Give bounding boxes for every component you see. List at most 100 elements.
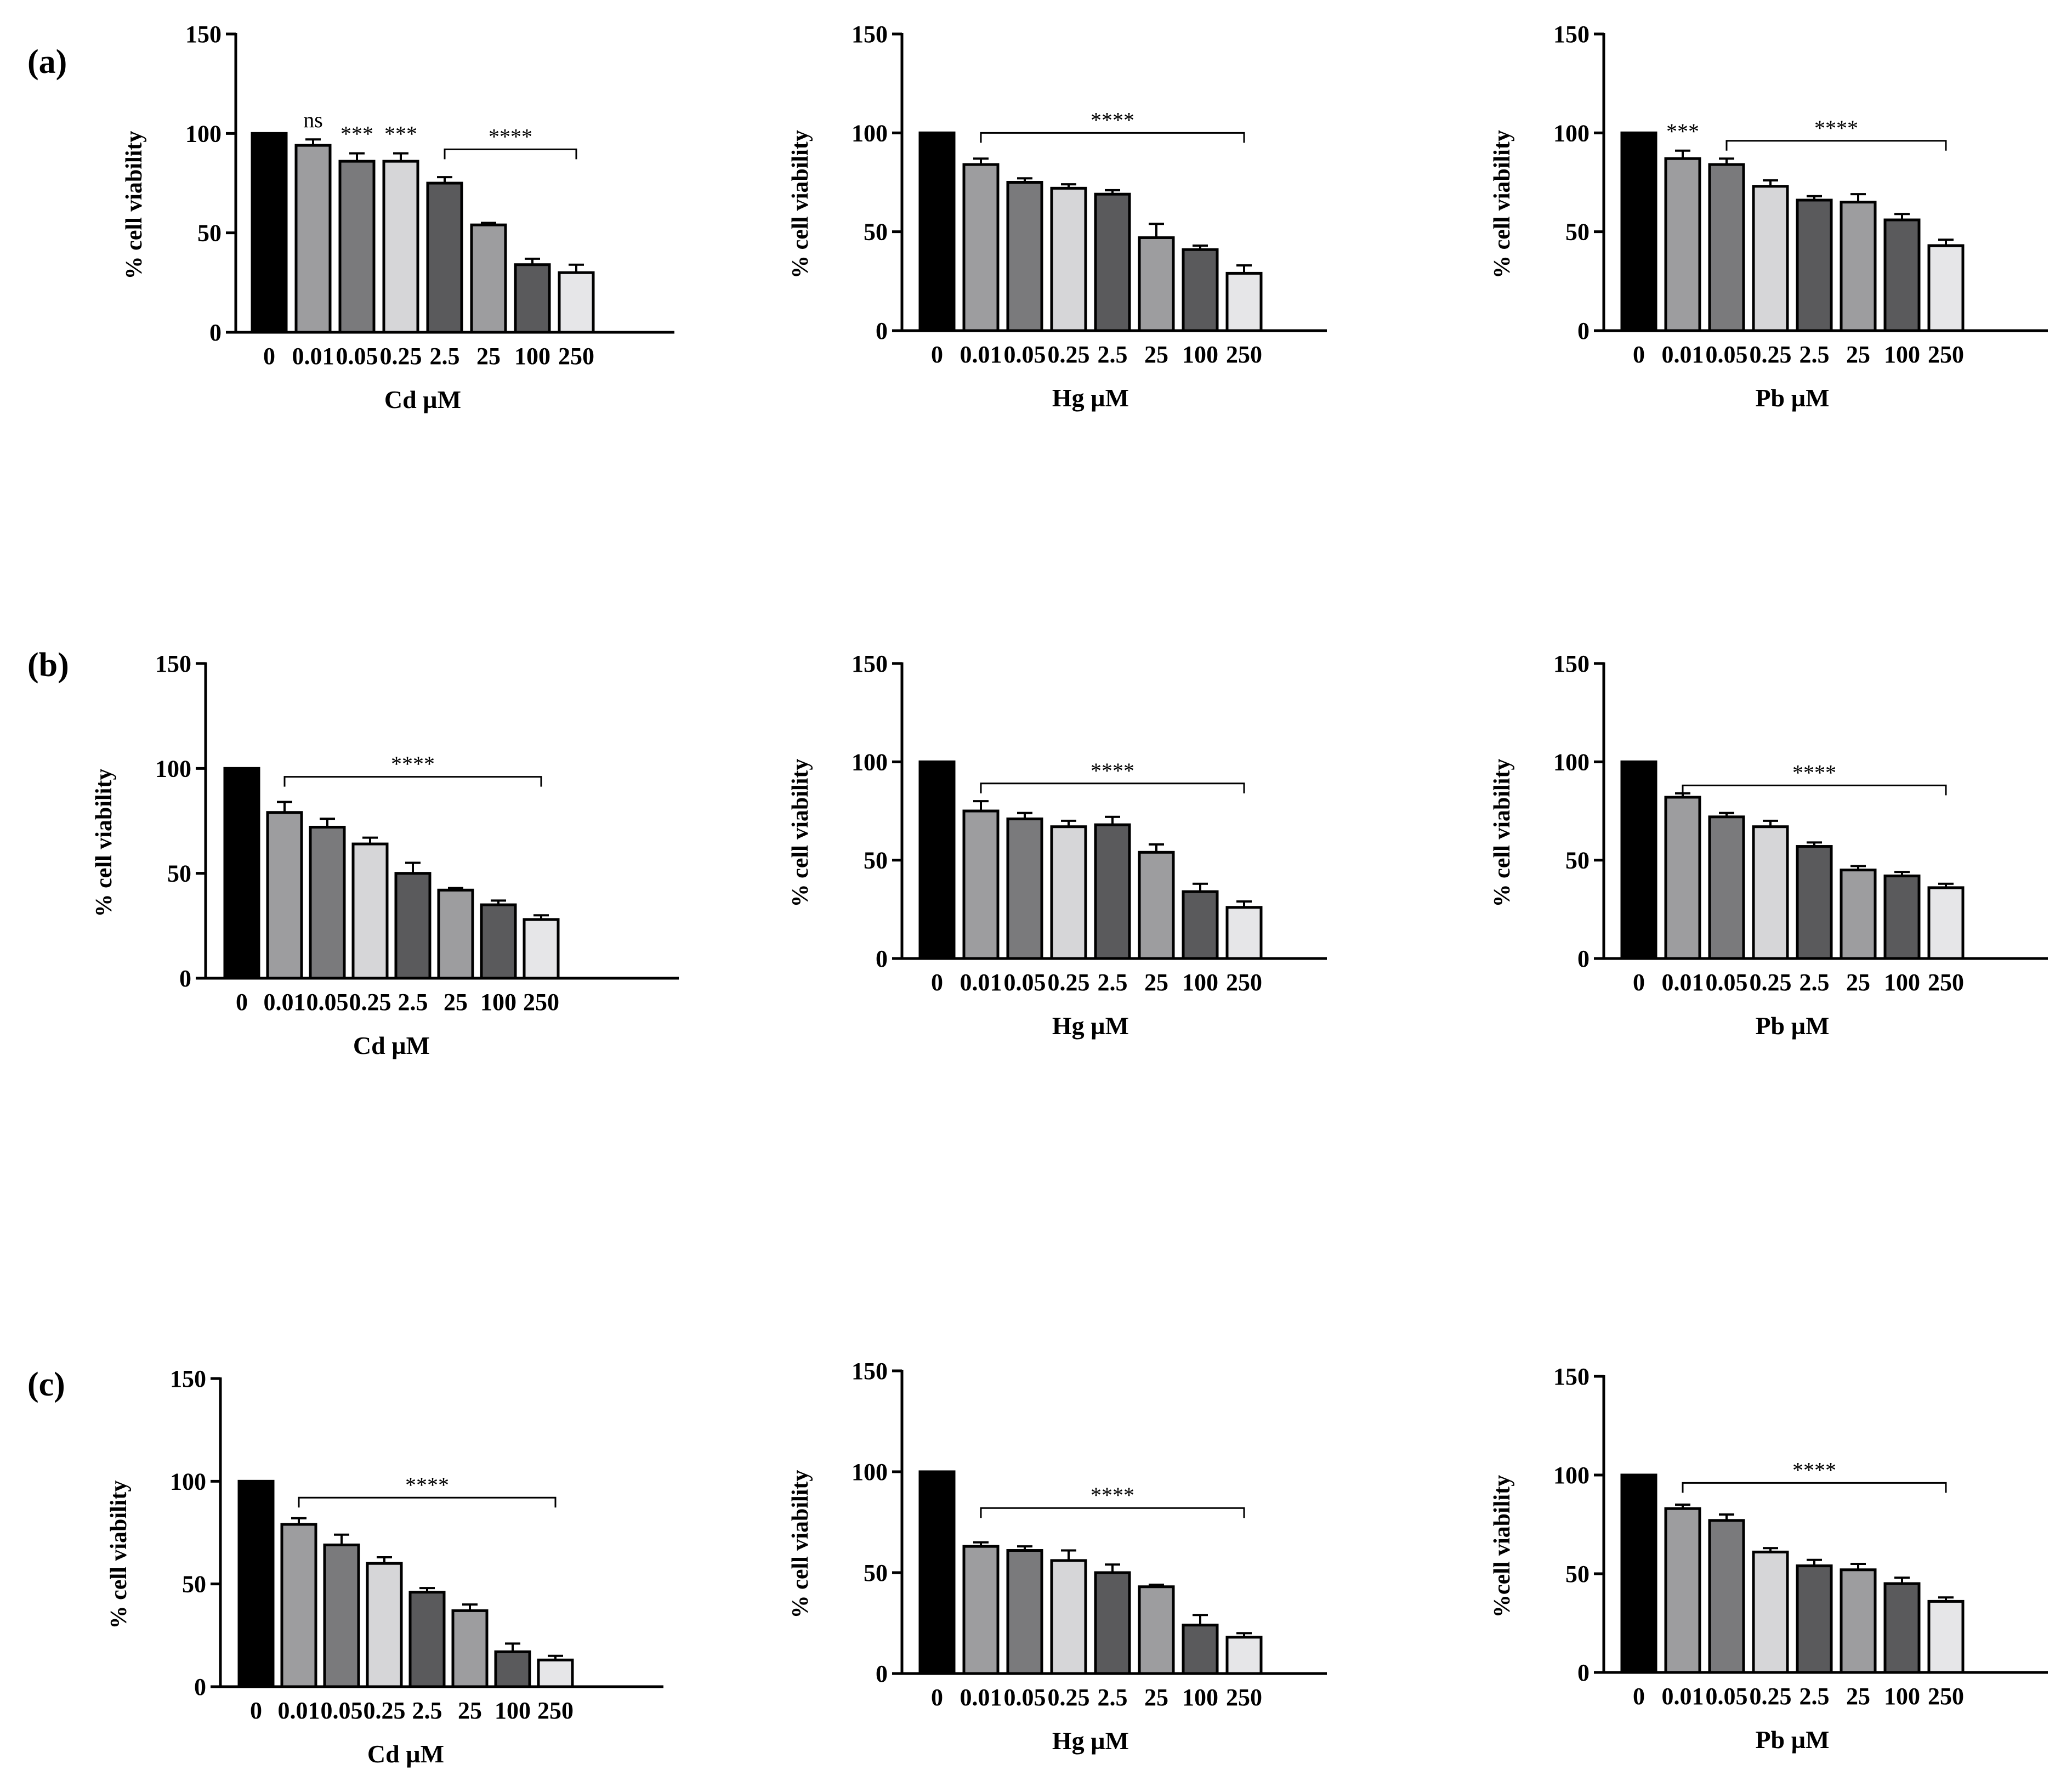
x-tick-label: 0.05 xyxy=(1004,969,1046,996)
bar-2.5 xyxy=(1094,192,1131,332)
x-tick-label: 0.25 xyxy=(1750,969,1792,996)
bar-2.5 xyxy=(1796,198,1833,332)
x-tick-label: 250 xyxy=(537,1697,574,1724)
y-tick-label: 100 xyxy=(185,120,222,147)
bar-100 xyxy=(1883,874,1921,960)
significance-bracket xyxy=(980,1507,1245,1518)
y-tick-label: 0 xyxy=(194,1674,206,1700)
significance-label: *** xyxy=(1666,119,1699,144)
x-tick-label: 25 xyxy=(476,343,501,370)
x-tick-label: 250 xyxy=(1226,969,1262,996)
y-tick-label: 50 xyxy=(864,219,888,246)
bar-100 xyxy=(1182,890,1219,960)
bar-25 xyxy=(470,223,507,334)
chart-1: 0 50 100 150 % cell viability 0 0.01 0.05 0.25 2.… xyxy=(122,21,674,413)
y-tick-label: 0 xyxy=(1577,1659,1590,1686)
bar-2.5 xyxy=(1094,823,1131,960)
x-tick-label: 100 xyxy=(480,989,516,1016)
bar-0.01 xyxy=(280,1523,317,1688)
bar-2.5 xyxy=(1796,845,1833,960)
x-tick-label: 25 xyxy=(1846,1683,1870,1710)
bar-100 xyxy=(1883,218,1921,332)
bar-25 xyxy=(451,1609,489,1688)
bar-0.05 xyxy=(1708,815,1745,960)
x-tick-label: 0 xyxy=(263,343,275,370)
x-tick-label: 250 xyxy=(558,343,594,370)
x-tick-label: 250 xyxy=(1226,1684,1262,1711)
bar-0.25 xyxy=(1752,825,1789,960)
y-tick-label: 150 xyxy=(851,650,888,677)
bar-250 xyxy=(1927,244,1965,332)
x-tick-label: 0.25 xyxy=(1750,341,1792,368)
bar-25 xyxy=(1138,236,1175,332)
y-axis-label: % cell viability xyxy=(106,1481,132,1629)
bar-0.01 xyxy=(266,811,303,980)
panel-label-b: (b) xyxy=(27,646,69,684)
x-tick-label: 0.05 xyxy=(1004,341,1046,368)
bar-25 xyxy=(1138,850,1175,960)
y-tick-label: 0 xyxy=(876,1660,888,1687)
bar-0.25 xyxy=(1752,185,1789,332)
x-tick-label: 0.25 xyxy=(1750,1683,1792,1710)
x-tick-label: 0.01 xyxy=(1662,1683,1704,1710)
x-tick-label: 2.5 xyxy=(1799,1683,1830,1710)
chart-2: 0 50 100 150 % cell viability 0 0.01 0.05 0.25 2.… xyxy=(788,21,1327,412)
significance-label: **** xyxy=(1792,1457,1836,1482)
x-tick-label: 0.01 xyxy=(264,989,306,1016)
bar-0.05 xyxy=(1006,1549,1043,1675)
x-tick-label: 2.5 xyxy=(430,343,460,370)
x-tick-label: 0.01 xyxy=(1662,341,1704,368)
bar-0 xyxy=(918,1470,956,1675)
bar-100 xyxy=(1182,248,1219,332)
x-axis-label: Cd µM xyxy=(384,385,461,413)
x-tick-label: 0 xyxy=(931,969,943,996)
bar-0.05 xyxy=(1006,817,1043,960)
chart-7: 0 50 100 150 % cell viability 0 0.01 0.05 0.25 2.… xyxy=(106,1365,663,1768)
significance-bracket xyxy=(283,776,542,787)
bar-25 xyxy=(1840,201,1877,332)
significance-label: **** xyxy=(489,124,532,149)
y-tick-label: 150 xyxy=(1553,21,1590,48)
x-axis-label: Cd µM xyxy=(367,1740,444,1768)
x-tick-label: 0.05 xyxy=(1004,1684,1046,1711)
charts-container: 0 50 100 150 % cell viability 0 0.01 0.05 0.25 2.… xyxy=(92,21,2048,1768)
x-tick-label: 100 xyxy=(1182,341,1218,368)
x-tick-label: 2.5 xyxy=(398,989,428,1016)
bar-0.25 xyxy=(1050,825,1087,960)
significance-bracket xyxy=(1682,1482,1947,1493)
x-tick-label: 25 xyxy=(1144,1684,1168,1711)
significance-bracket xyxy=(980,132,1245,143)
bar-250 xyxy=(1927,1600,1965,1674)
y-tick-label: 0 xyxy=(876,945,888,972)
x-tick-label: 0.05 xyxy=(321,1697,363,1724)
x-tick-label: 2.5 xyxy=(1799,969,1830,996)
x-tick-label: 100 xyxy=(514,343,550,370)
chart-9: 0 50 100 150 %cell viability 0 0.01 0.05 0.25 2.5… xyxy=(1490,1363,2048,1754)
y-tick-label: 100 xyxy=(170,1468,206,1495)
bar-250 xyxy=(523,918,560,980)
y-tick-label: 150 xyxy=(170,1365,206,1392)
bar-0.05 xyxy=(1708,1519,1745,1674)
y-tick-label: 100 xyxy=(851,1459,888,1485)
x-tick-label: 100 xyxy=(1884,969,1920,996)
bar-0.01 xyxy=(1664,1507,1701,1674)
bar-0.25 xyxy=(1050,1559,1087,1675)
y-axis-label: % cell viability xyxy=(1490,130,1515,279)
bar-250 xyxy=(558,271,595,334)
significance-bracket xyxy=(1725,140,1947,151)
bar-0.05 xyxy=(1006,181,1043,332)
y-axis-label: % cell viability xyxy=(122,131,147,280)
chart-6: 0 50 100 150 % cell viability 0 0.01 0.05 0.25 2.… xyxy=(1490,650,2048,1040)
bar-2.5 xyxy=(426,181,463,334)
bar-0.05 xyxy=(1708,163,1745,332)
x-tick-label: 0 xyxy=(931,1684,943,1711)
y-tick-label: 150 xyxy=(851,1358,888,1385)
x-tick-label: 0 xyxy=(1633,969,1645,996)
y-tick-label: 0 xyxy=(1577,945,1590,972)
bar-0.25 xyxy=(1050,186,1087,332)
x-axis-label: Cd µM xyxy=(353,1031,430,1059)
x-tick-label: 25 xyxy=(1846,969,1870,996)
x-tick-label: 250 xyxy=(1928,1683,1964,1710)
significance-bracket xyxy=(1682,784,1947,796)
